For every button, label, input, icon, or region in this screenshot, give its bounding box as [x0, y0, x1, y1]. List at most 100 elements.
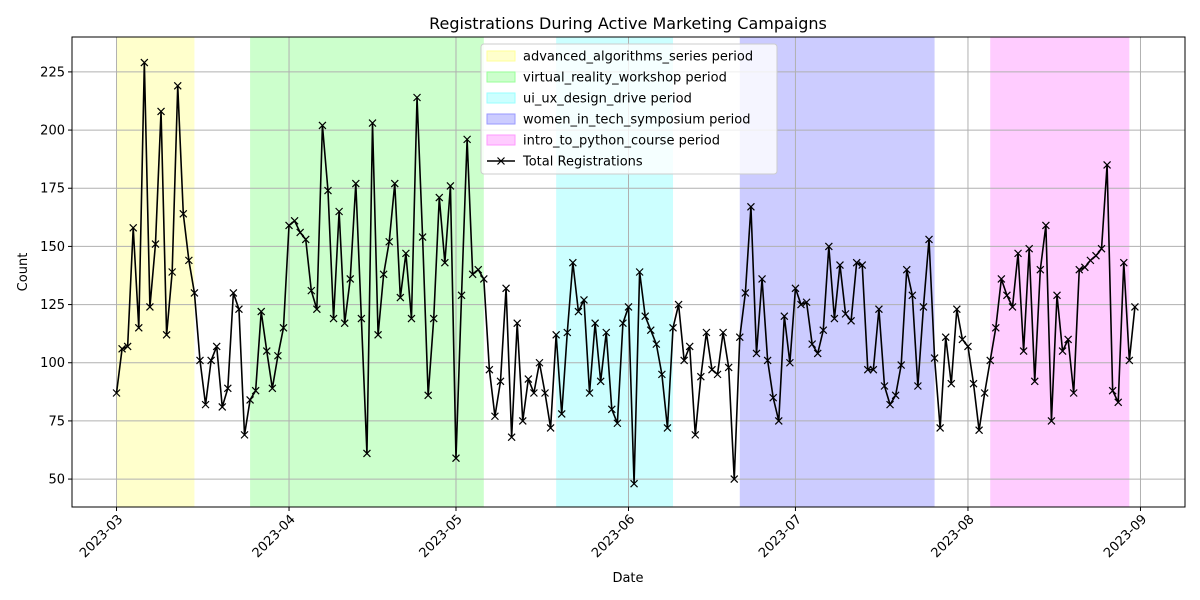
- data-point-marker: [429, 314, 438, 323]
- data-point-marker: [201, 400, 210, 409]
- data-point-marker: [797, 300, 805, 309]
- data-point-marker: [273, 351, 282, 360]
- data-point-marker: [908, 291, 917, 300]
- campaign-bands: [116, 37, 1130, 507]
- data-point-marker: [975, 426, 984, 435]
- y-tick-label: 225: [40, 65, 65, 80]
- data-point-marker: [685, 342, 694, 351]
- data-point-marker: [524, 375, 533, 383]
- data-point-marker: [913, 382, 922, 390]
- data-point-marker: [596, 377, 605, 386]
- data-point-marker: [435, 193, 444, 202]
- y-tick-label: 150: [40, 240, 65, 255]
- data-point-marker: [769, 393, 778, 402]
- data-point-marker: [774, 416, 783, 425]
- data-point-marker: [123, 342, 132, 351]
- y-tick-label: 100: [40, 356, 65, 371]
- legend-label: virtual_reality_workshop period: [523, 71, 727, 86]
- y-axis-label: Count: [16, 253, 31, 292]
- data-point-marker: [824, 242, 833, 251]
- data-point-marker: [1069, 389, 1078, 397]
- data-point-marker: [780, 312, 789, 321]
- data-point-marker: [1025, 244, 1034, 253]
- data-point-marker: [318, 121, 327, 130]
- data-point-marker: [118, 344, 127, 353]
- data-point-marker: [140, 58, 149, 67]
- data-point-marker: [997, 275, 1006, 283]
- legend-swatch: [486, 134, 516, 146]
- data-point-marker: [1064, 335, 1073, 344]
- data-point-marker: [1086, 256, 1095, 265]
- x-tick-label: 2023-09: [1101, 512, 1150, 561]
- data-point-marker: [713, 370, 722, 379]
- data-point-marker: [1041, 221, 1050, 230]
- data-point-marker: [207, 356, 216, 365]
- data-point-marker: [396, 293, 405, 302]
- data-point-marker: [891, 391, 900, 400]
- data-point-marker: [151, 240, 160, 249]
- legend-label: intro_to_python_course period: [523, 134, 720, 149]
- data-point-marker: [669, 323, 677, 332]
- data-point-marker: [240, 430, 249, 439]
- data-point-marker: [969, 379, 978, 388]
- campaign-band-4: [990, 37, 1130, 507]
- data-point-marker: [841, 309, 850, 318]
- data-point-marker: [869, 365, 878, 374]
- data-point-marker: [112, 389, 121, 397]
- data-point-marker: [591, 319, 600, 328]
- data-point-marker: [574, 307, 583, 316]
- data-point-marker: [1114, 398, 1123, 407]
- data-point-marker: [1075, 265, 1084, 274]
- data-point-marker: [607, 405, 616, 414]
- x-axis-ticks: 2023-03 2023-04 2023-05 2023-06 2023-07 2023-…: [77, 507, 1150, 561]
- data-point-marker: [268, 384, 277, 393]
- data-point-marker: [657, 370, 666, 379]
- data-point-marker: [491, 412, 499, 421]
- data-point-marker: [452, 454, 460, 463]
- data-point-marker: [468, 270, 477, 279]
- data-point-marker: [619, 319, 627, 328]
- data-point-marker: [919, 302, 928, 311]
- data-point-marker: [552, 330, 561, 339]
- chart-title: Registrations During Active Marketing Ca…: [429, 14, 827, 33]
- legend: advanced_algorithms_series period virtual…: [480, 43, 778, 175]
- data-point-marker: [613, 419, 622, 428]
- data-point-marker: [1130, 302, 1139, 311]
- legend-marker: [497, 157, 505, 165]
- data-point-marker: [257, 307, 266, 316]
- data-point-marker: [296, 228, 305, 237]
- data-point-marker: [1108, 386, 1117, 395]
- data-point-marker: [763, 356, 772, 365]
- data-point-marker: [785, 358, 794, 367]
- data-point-marker: [735, 333, 744, 342]
- data-point-marker: [157, 107, 165, 116]
- data-point-marker: [223, 384, 232, 393]
- data-point-marker: [145, 302, 154, 311]
- data-point-marker: [708, 365, 716, 374]
- data-point-marker: [368, 119, 377, 128]
- data-point-marker: [813, 349, 822, 358]
- data-point-marker: [585, 389, 594, 397]
- data-point-marker: [947, 379, 956, 388]
- data-point-marker: [162, 330, 171, 339]
- data-point-marker: [1047, 416, 1056, 425]
- data-point-marker: [1053, 291, 1061, 300]
- data-point-marker: [307, 286, 316, 295]
- data-point-marker: [1014, 249, 1022, 258]
- legend-label: women_in_tech_symposium period: [523, 113, 751, 128]
- legend-label: advanced_algorithms_series period: [523, 50, 753, 65]
- data-point-marker: [557, 410, 566, 418]
- data-point-marker: [446, 181, 455, 190]
- data-point-marker: [941, 333, 950, 342]
- data-point-marker: [262, 347, 271, 356]
- y-tick-label: 125: [40, 298, 65, 313]
- legend-label: Total Registrations: [522, 155, 643, 170]
- data-point-marker: [168, 268, 177, 276]
- legend-label: ui_ux_design_drive period: [523, 92, 692, 107]
- data-point-marker: [1058, 347, 1067, 356]
- data-point-marker: [1030, 377, 1039, 386]
- data-point-marker: [385, 237, 394, 246]
- legend-swatch: [486, 113, 516, 125]
- data-point-marker: [741, 289, 750, 297]
- data-point-marker: [568, 258, 577, 267]
